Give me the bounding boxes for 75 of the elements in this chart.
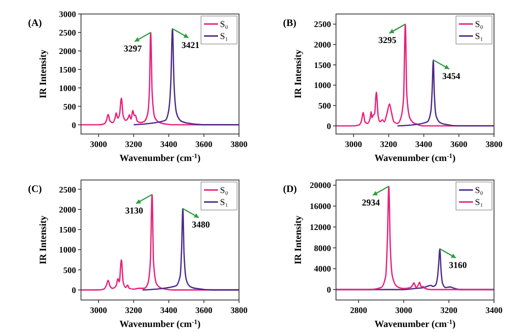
annotation: 3421 (181, 40, 200, 50)
y-axis-title: IR Intensity (294, 215, 304, 264)
y-tick-label: 1000 (59, 82, 76, 93)
y-tick-label: 20000 (310, 180, 331, 190)
legend-label: S₀ (475, 185, 484, 195)
y-tick-label: 3000 (59, 9, 76, 19)
y-tick-label: 0 (72, 284, 76, 295)
chart-title: (B) (283, 18, 296, 29)
annotation: 3454 (442, 70, 461, 81)
annotation: 3130 (125, 205, 144, 216)
y-tick-label: 500 (63, 101, 76, 112)
y-axis-title: IR Intensity (294, 49, 304, 98)
annotation: 2934 (362, 197, 380, 208)
y-axis-title: IR Intensity (39, 215, 49, 264)
legend-label: S₀ (475, 19, 484, 29)
annotation: 3480 (192, 220, 210, 230)
y-tick-label: 2500 (59, 27, 76, 38)
chart-title: (C) (28, 184, 42, 195)
chart-title: (A) (28, 18, 42, 29)
x-tick-label: 3400 (415, 139, 432, 149)
y-tick-label: 500 (318, 100, 331, 111)
x-tick-label: 3200 (380, 139, 398, 149)
y-tick-label: 0 (72, 120, 76, 130)
x-tick-label: 3200 (125, 139, 142, 149)
legend-label: S₁ (475, 31, 484, 41)
x-tick-label: 2800 (350, 305, 368, 315)
annotation: 3295 (378, 35, 397, 46)
y-tick-label: 2500 (314, 19, 331, 30)
y-tick-label: 4000 (314, 264, 331, 274)
x-tick-label: 3000 (90, 305, 108, 315)
x-tick-label: 3000 (395, 305, 412, 315)
line-series (142, 208, 239, 291)
annotation: 3297 (124, 43, 142, 54)
x-tick-label: 3800 (230, 305, 248, 315)
y-tick-label: 16000 (310, 201, 331, 212)
x-tick-label: 3400 (160, 305, 178, 315)
y-tick-label: 2500 (59, 184, 76, 194)
chart-title: (D) (283, 184, 297, 195)
x-tick-label: 3000 (90, 139, 108, 149)
x-tick-label: 3600 (450, 139, 468, 149)
legend-label: S₁ (220, 31, 228, 41)
x-tick-label: 3600 (195, 305, 212, 315)
y-tick-label: 1500 (59, 224, 76, 235)
x-tick-label: 3800 (486, 139, 502, 149)
x-axis-title: Wavenumber (cm$^{-1}$) (374, 152, 456, 164)
line-series (336, 186, 494, 290)
x-tick-label: 3400 (160, 139, 178, 149)
x-tick-label: 3800 (230, 139, 248, 149)
y-tick-label: 2000 (314, 40, 331, 50)
y-tick-label: 500 (63, 264, 76, 275)
y-tick-label: 1500 (314, 60, 331, 70)
y-tick-label: 1000 (314, 80, 331, 90)
y-tick-label: 2000 (59, 46, 76, 56)
y-tick-label: 2000 (59, 204, 76, 214)
legend-label: S₁ (220, 197, 228, 207)
x-tick-label: 3200 (125, 305, 142, 315)
x-tick-label: 3000 (345, 139, 362, 149)
x-tick-label: 3600 (195, 139, 212, 149)
y-tick-label: 0 (326, 284, 331, 295)
y-axis-title: IR Intensity (39, 49, 49, 98)
line-series (396, 59, 494, 127)
x-tick-label: 3200 (440, 305, 458, 315)
annotation: 3160 (448, 260, 468, 270)
x-axis-title: Wavenumber (cm$^{-1}$) (119, 318, 201, 330)
y-tick-label: 8000 (314, 242, 331, 253)
x-axis-title: Wavenumber (cm$^{-1}$) (119, 152, 201, 164)
y-tick-label: 1000 (59, 244, 76, 255)
y-tick-label: 1500 (59, 64, 76, 74)
legend-label: S₁ (475, 197, 484, 207)
legend-label: S₀ (220, 185, 228, 195)
y-tick-label: 0 (326, 120, 331, 131)
x-axis-title: Wavenumber (cm$^{-1}$) (374, 318, 456, 330)
y-tick-label: 12000 (310, 222, 331, 232)
legend-label: S₀ (220, 19, 228, 29)
x-tick-label: 3400 (486, 305, 502, 315)
